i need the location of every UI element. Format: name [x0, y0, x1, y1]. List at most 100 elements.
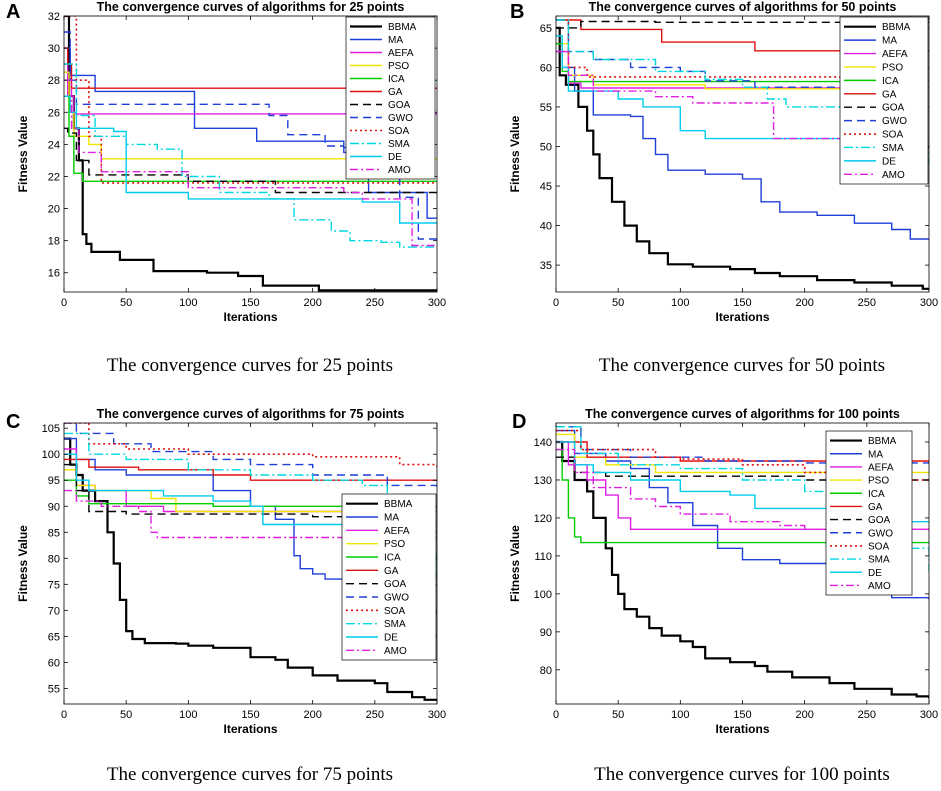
panel-d-legend-label-pso: PSO	[868, 476, 889, 487]
panel-d-xtick-label: 0	[553, 709, 559, 721]
panel-c-xtick-label: 200	[303, 709, 321, 721]
panel-b-legend-label-gwo: GWO	[882, 116, 907, 127]
panel-d-legend-label-de: DE	[868, 568, 882, 579]
panel-d-ytick-label: 120	[534, 513, 552, 525]
panel-b-legend-label-ica: ICA	[882, 76, 899, 87]
panel-a-legend-label-soa: SOA	[388, 126, 409, 137]
panel-c-legend-label-bbma: BBMA	[384, 499, 413, 510]
panel-d-legend-label-sma: SMA	[868, 555, 890, 566]
panel-d-ylabel: Fitness Value	[508, 525, 522, 602]
panel-c: C The convergence curves of algorithms fo…	[6, 407, 446, 785]
panel-b-ytick-label: 40	[540, 221, 552, 233]
panel-d-xtick-label: 100	[671, 709, 689, 721]
panel-b-xtick-label: 50	[612, 297, 624, 309]
panel-c-xlabel: Iterations	[223, 722, 277, 736]
panel-a-xtick-label: 150	[241, 297, 259, 309]
panel-a-legend-label-ga: GA	[388, 87, 403, 98]
panel-b-series-aefa	[556, 50, 929, 89]
panel-d-xtick-label: 300	[920, 709, 938, 721]
panel-d-ytick-label: 140	[534, 437, 552, 449]
panel-d-ytick-label: 90	[540, 627, 552, 639]
panel-a-legend-label-amo: AMO	[388, 165, 411, 176]
panel-c-legend-label-soa: SOA	[384, 606, 405, 617]
panel-d-series-pso	[556, 433, 929, 474]
panel-c-legend-label-aefa: AEFA	[384, 526, 410, 537]
panel-c-series-group	[64, 423, 437, 701]
panel-b-xlabel: Iterations	[715, 310, 769, 324]
panel-b-title: The convergence curves of algorithms for…	[589, 0, 897, 14]
panel-c-legend-label-ga: GA	[384, 566, 399, 577]
panel-a-ytick-label: 30	[48, 43, 60, 55]
panel-a-series-soa	[64, 16, 437, 184]
panel-c-legend-box	[341, 493, 437, 661]
panel-c-ytick-label: 100	[42, 449, 60, 461]
panel-d-ytick-label: 130	[534, 475, 552, 487]
panel-a-legend-label-gwo: GWO	[388, 113, 413, 124]
panel-c-legend-label-goa: GOA	[384, 579, 407, 590]
panel-d-title: The convergence curves of algorithms for…	[585, 407, 900, 421]
panel-a-legend-label-pso: PSO	[388, 61, 409, 72]
panel-b-legend-label-ga: GA	[882, 89, 897, 100]
panel-b-legend-label-aefa: AEFA	[882, 49, 908, 60]
panel-b-ytick-label: 60	[540, 62, 552, 74]
panel-a-series-de	[64, 95, 437, 224]
panel-d-series-bbma	[556, 440, 929, 699]
panel-c-title: The convergence curves of algorithms for…	[97, 407, 405, 421]
panel-b-legend-label-sma: SMA	[882, 143, 904, 154]
panel-c-ytick-label: 65	[48, 631, 60, 643]
panel-c-series-bbma	[64, 437, 437, 701]
panel-a-xtick-label: 200	[303, 297, 321, 309]
panel-c-series-goa	[64, 463, 437, 518]
panel-b-legend-label-bbma: BBMA	[882, 22, 911, 33]
panel-a-ylabel: Fitness Value	[16, 115, 30, 192]
panel-b-caption: The convergence curves for 50 points	[599, 355, 885, 376]
panel-a-title: The convergence curves of algorithms for…	[97, 0, 405, 14]
panel-a-series-ica	[64, 95, 437, 182]
panel-d-legend-label-goa: GOA	[868, 515, 891, 526]
panel-b-xtick-label: 100	[671, 297, 689, 309]
panel-c-caption: The convergence curves for 75 points	[107, 764, 393, 785]
panel-c-ytick-label: 70	[48, 605, 60, 617]
panel-a-series-group	[64, 16, 437, 292]
panel-a-ytick-label: 28	[48, 75, 60, 87]
panel-c-xtick-label: 50	[120, 709, 132, 721]
panel-d-legend-label-gwo: GWO	[868, 528, 893, 539]
panel-c-xtick-label: 150	[241, 709, 259, 721]
panel-c-xtick-label: 250	[366, 709, 384, 721]
panel-b-legend-label-amo: AMO	[882, 170, 905, 181]
panel-c-legend-label-de: DE	[384, 633, 398, 644]
panel-c-ytick-label: 80	[48, 553, 60, 565]
panel-c-series-gwo	[64, 423, 437, 491]
panel-d-legend-label-aefa: AEFA	[868, 462, 894, 473]
panel-a-ytick-label: 18	[48, 236, 60, 248]
panel-b-xtick-label: 200	[795, 297, 813, 309]
panel-a-series-pso	[64, 71, 437, 160]
panel-d-legend-label-ma: MA	[868, 449, 883, 460]
panel-d-legend-label-soa: SOA	[868, 541, 889, 552]
panel-c-legend: BBMA MA AEFA PSO ICA GA GOA GWO SOA SMA DE AMO	[341, 493, 437, 661]
panel-b-ytick-label: 50	[540, 141, 552, 153]
panel-d-series-ica	[556, 448, 929, 544]
panel-a-caption: The convergence curves for 25 points	[107, 355, 393, 376]
panel-a-legend-label-ica: ICA	[388, 74, 405, 85]
panel-c-legend-label-pso: PSO	[384, 539, 405, 550]
panel-c-ytick-label: 105	[42, 423, 60, 435]
panel-d-legend-label-ica: ICA	[868, 489, 885, 500]
panel-b-legend-label-soa: SOA	[882, 130, 903, 141]
panel-c-xtick-label: 300	[428, 709, 446, 721]
panel-d-series-soa	[556, 429, 929, 481]
panel-b-xtick-label: 150	[733, 297, 751, 309]
panel-c-legend-label-ma: MA	[384, 513, 399, 524]
panel-b: B The convergence curves of algorithms fo…	[508, 0, 938, 376]
panel-b-series-bbma	[556, 26, 929, 290]
panel-b-ytick-label: 35	[540, 260, 552, 272]
panel-b-legend: BBMA MA AEFA PSO ICA GA GOA GWO SOA SMA DE AMO	[839, 16, 929, 185]
panel-d-series-goa	[556, 456, 929, 481]
panel-a: A The convergence curves of algorithms fo…	[6, 0, 446, 376]
panel-a-ytick-label: 24	[48, 139, 60, 151]
panel-a-letter: A	[6, 1, 20, 23]
panel-a-legend-label-ma: MA	[388, 35, 403, 46]
panel-d-xtick-label: 200	[795, 709, 813, 721]
panel-c-legend-label-amo: AMO	[384, 646, 407, 657]
